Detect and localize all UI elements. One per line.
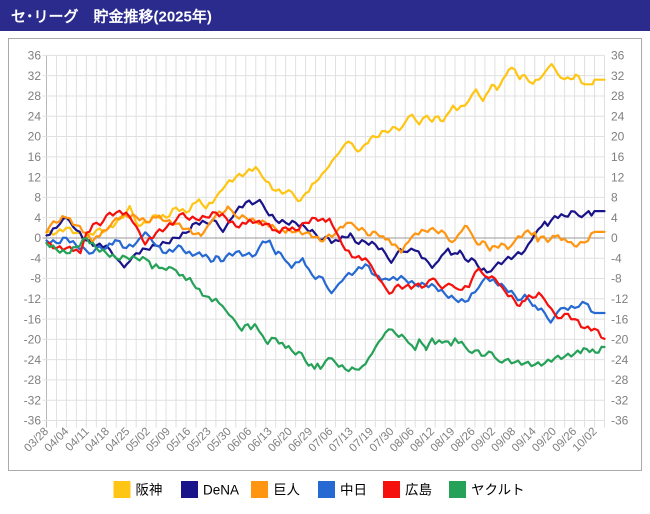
svg-text:阪神: 阪神 bbox=[136, 483, 163, 498]
svg-text:セ･リーグ 貯金推移(2025年): セ･リーグ 貯金推移(2025年) bbox=[11, 8, 212, 26]
svg-text:0: 0 bbox=[611, 231, 618, 245]
svg-text:36: 36 bbox=[28, 49, 42, 63]
svg-text:-32: -32 bbox=[611, 393, 629, 407]
svg-text:24: 24 bbox=[611, 110, 625, 124]
svg-text:-24: -24 bbox=[611, 353, 629, 367]
svg-text:-36: -36 bbox=[611, 414, 629, 428]
svg-text:-28: -28 bbox=[24, 373, 42, 387]
svg-text:32: 32 bbox=[28, 69, 42, 83]
svg-text:ヤクルト: ヤクルト bbox=[471, 483, 525, 498]
svg-text:巨人: 巨人 bbox=[273, 483, 300, 498]
svg-text:中日: 中日 bbox=[340, 483, 367, 498]
svg-text:-12: -12 bbox=[611, 292, 629, 306]
svg-text:4: 4 bbox=[34, 211, 41, 225]
svg-text:24: 24 bbox=[28, 110, 42, 124]
svg-text:-16: -16 bbox=[611, 312, 629, 326]
svg-text:16: 16 bbox=[611, 150, 625, 164]
svg-text:20: 20 bbox=[28, 130, 42, 144]
svg-text:4: 4 bbox=[611, 211, 618, 225]
svg-text:-12: -12 bbox=[24, 292, 42, 306]
svg-text:16: 16 bbox=[28, 150, 42, 164]
svg-text:-20: -20 bbox=[611, 333, 629, 347]
svg-text:36: 36 bbox=[611, 49, 625, 63]
svg-text:12: 12 bbox=[611, 170, 625, 184]
svg-text:-8: -8 bbox=[611, 272, 622, 286]
svg-text:-32: -32 bbox=[24, 393, 42, 407]
svg-text:20: 20 bbox=[611, 130, 625, 144]
svg-text:-8: -8 bbox=[30, 272, 41, 286]
svg-text:-24: -24 bbox=[24, 353, 42, 367]
svg-text:8: 8 bbox=[611, 191, 618, 205]
svg-text:-4: -4 bbox=[611, 251, 622, 265]
svg-text:DeNA: DeNA bbox=[203, 483, 239, 498]
svg-text:-20: -20 bbox=[24, 333, 42, 347]
svg-text:-16: -16 bbox=[24, 312, 42, 326]
svg-text:12: 12 bbox=[28, 170, 42, 184]
svg-text:28: 28 bbox=[611, 89, 625, 103]
svg-text:0: 0 bbox=[34, 231, 41, 245]
svg-text:8: 8 bbox=[34, 191, 41, 205]
svg-text:広島: 広島 bbox=[405, 483, 432, 498]
svg-text:-4: -4 bbox=[30, 251, 41, 265]
svg-text:-36: -36 bbox=[24, 414, 42, 428]
svg-text:-28: -28 bbox=[611, 373, 629, 387]
svg-text:28: 28 bbox=[28, 89, 42, 103]
svg-text:32: 32 bbox=[611, 69, 625, 83]
